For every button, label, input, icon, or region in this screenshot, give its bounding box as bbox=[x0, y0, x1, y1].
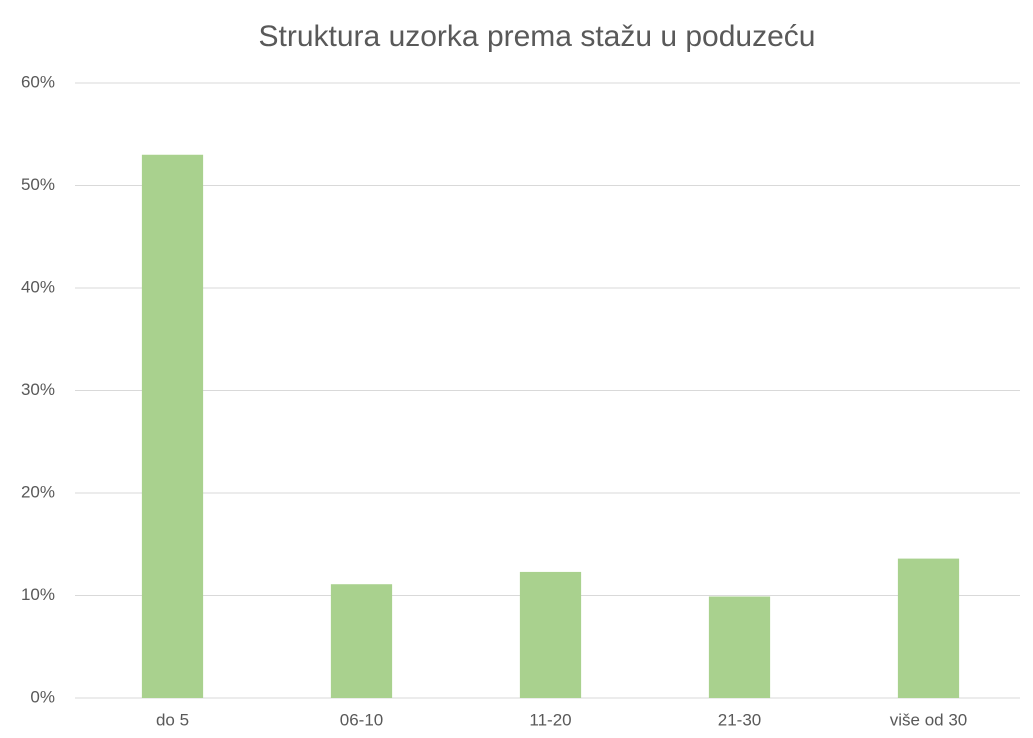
y-tick-label: 60% bbox=[21, 72, 55, 91]
bar bbox=[897, 558, 960, 698]
y-tick-label: 30% bbox=[21, 380, 55, 399]
bar bbox=[330, 584, 393, 698]
bar bbox=[141, 154, 204, 698]
y-tick-label: 10% bbox=[21, 585, 55, 604]
y-tick-label: 50% bbox=[21, 175, 55, 194]
x-tick-label: 06-10 bbox=[340, 710, 383, 729]
x-tick-label: 11-20 bbox=[529, 710, 571, 729]
chart-title: Struktura uzorka prema stažu u poduzeću bbox=[259, 20, 816, 53]
y-tick-label: 0% bbox=[30, 687, 55, 706]
y-tick-label: 40% bbox=[21, 277, 55, 296]
x-tick-label: do 5 bbox=[156, 710, 189, 729]
x-tick-label: više od 30 bbox=[890, 710, 968, 729]
bar bbox=[519, 571, 582, 698]
bar bbox=[708, 596, 771, 698]
y-tick-label: 20% bbox=[21, 482, 55, 501]
x-tick-label: 21-30 bbox=[718, 710, 761, 729]
